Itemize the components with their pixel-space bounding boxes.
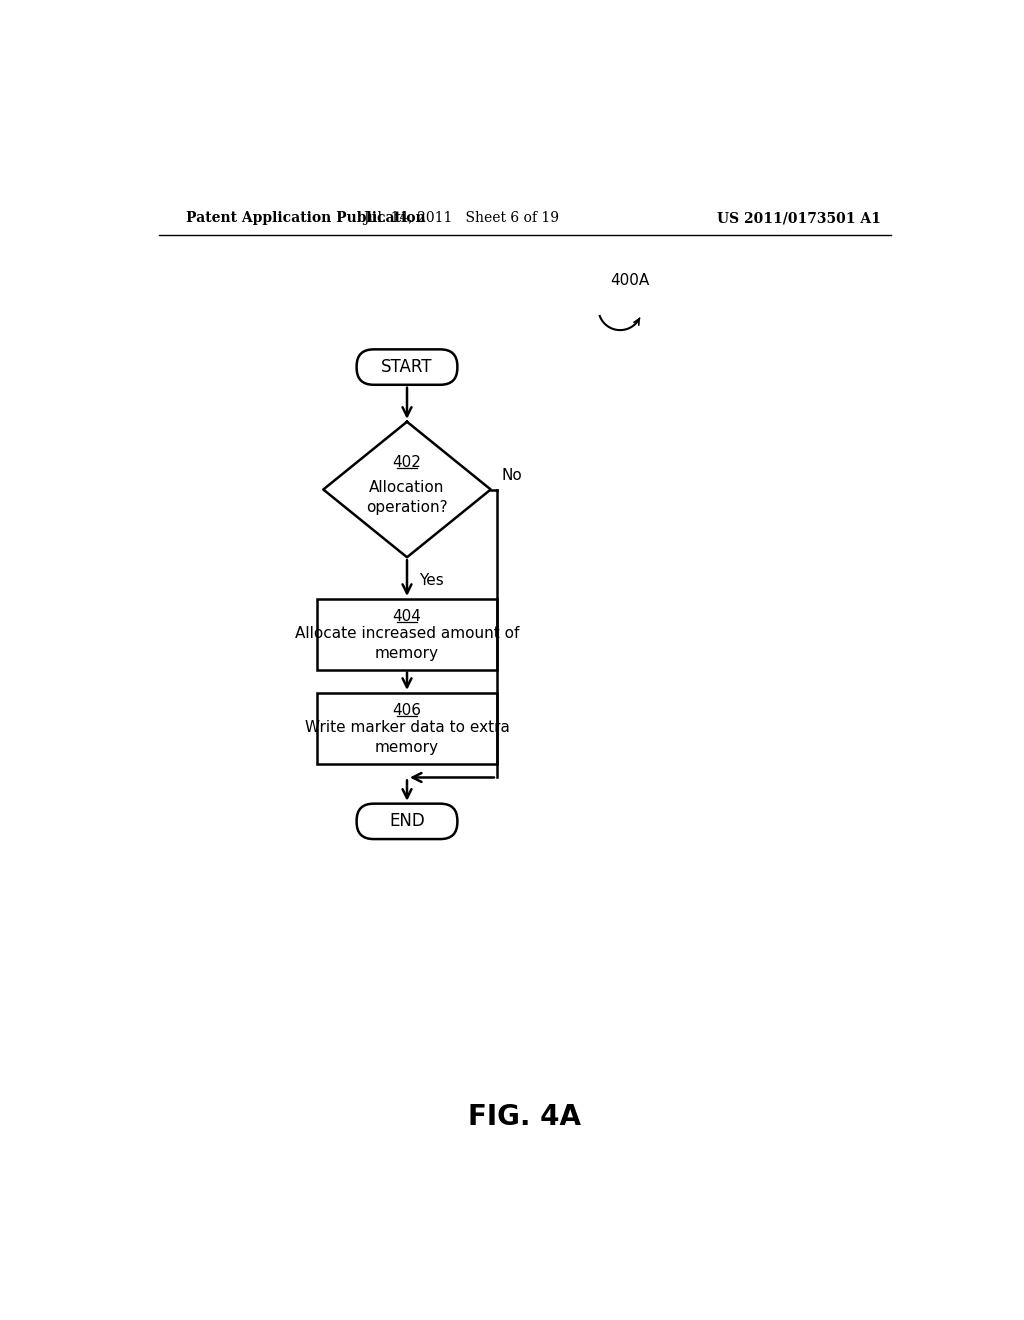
Text: FIG. 4A: FIG. 4A [468, 1104, 582, 1131]
Text: No: No [502, 469, 522, 483]
FancyBboxPatch shape [356, 350, 458, 385]
Text: 406: 406 [392, 704, 422, 718]
Text: START: START [381, 358, 433, 376]
Text: Yes: Yes [420, 573, 444, 587]
Text: Allocate increased amount of
memory: Allocate increased amount of memory [295, 626, 519, 661]
Text: Allocation
operation?: Allocation operation? [367, 479, 447, 515]
Text: 404: 404 [392, 609, 422, 624]
Text: Patent Application Publication: Patent Application Publication [186, 211, 426, 226]
Text: US 2011/0173501 A1: US 2011/0173501 A1 [717, 211, 881, 226]
Text: Jul. 14, 2011   Sheet 6 of 19: Jul. 14, 2011 Sheet 6 of 19 [364, 211, 559, 226]
Text: 400A: 400A [610, 272, 650, 288]
FancyBboxPatch shape [356, 804, 458, 840]
Bar [317, 693, 497, 763]
Text: 402: 402 [392, 455, 422, 470]
Bar [317, 599, 497, 669]
Text: END: END [389, 812, 425, 830]
Text: Write marker data to extra
memory: Write marker data to extra memory [304, 719, 509, 755]
